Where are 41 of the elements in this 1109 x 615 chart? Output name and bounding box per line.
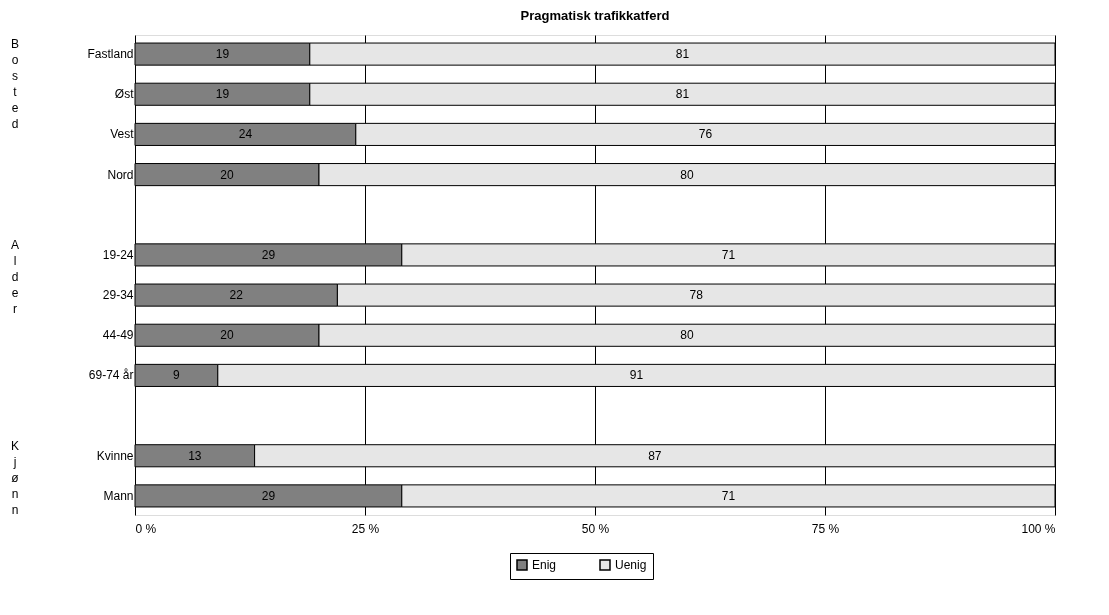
y-tick-label: 69-74 år — [88, 368, 134, 383]
data-label: 19 — [215, 87, 230, 102]
data-label: 19 — [215, 47, 230, 62]
text: Kjønn — [10, 438, 20, 517]
y-tick-label: Fastland — [87, 47, 134, 62]
legend-label: Uenig — [615, 558, 647, 572]
legend-label: Enig — [532, 558, 557, 572]
text: Alder — [10, 237, 20, 316]
y-tick-label: Nord — [107, 167, 134, 182]
data-label: 13 — [188, 448, 202, 463]
data-label: 24 — [238, 127, 253, 142]
data-label: 91 — [629, 368, 644, 383]
data-label: 29 — [261, 488, 276, 503]
data-label: 22 — [229, 288, 244, 303]
data-label: 81 — [675, 47, 690, 62]
text: Bosted — [10, 37, 20, 132]
x-tick-label: 50 % — [581, 521, 610, 536]
data-label: 78 — [689, 288, 704, 303]
data-label: 20 — [220, 328, 234, 343]
y-tick-label: Vest — [110, 127, 135, 142]
data-label: 9 — [173, 368, 181, 383]
data-label: 20 — [220, 167, 234, 182]
y-tick-label: Øst — [114, 87, 135, 102]
data-label: 71 — [721, 247, 736, 262]
data-label: 29 — [261, 247, 276, 262]
y-tick-label: 19-24 — [102, 247, 134, 262]
x-tick-label: 0 % — [135, 521, 157, 536]
x-tick-label: 25 % — [351, 521, 380, 536]
chart-title: Pragmatisk trafikkatferd — [520, 8, 670, 23]
data-label: 71 — [721, 488, 736, 503]
x-tick-label: 75 % — [811, 521, 840, 536]
x-tick-label: 100 % — [1021, 521, 1056, 536]
y-tick-label: Mann — [103, 488, 134, 503]
data-label: 80 — [680, 328, 694, 343]
data-label: 80 — [680, 167, 694, 182]
data-label: 81 — [675, 87, 690, 102]
y-tick-label: Kvinne — [96, 448, 134, 463]
data-label: 76 — [698, 127, 713, 142]
y-tick-label: 29-34 — [102, 288, 134, 303]
y-tick-label: 44-49 — [102, 328, 134, 343]
data-label: 87 — [648, 448, 662, 463]
